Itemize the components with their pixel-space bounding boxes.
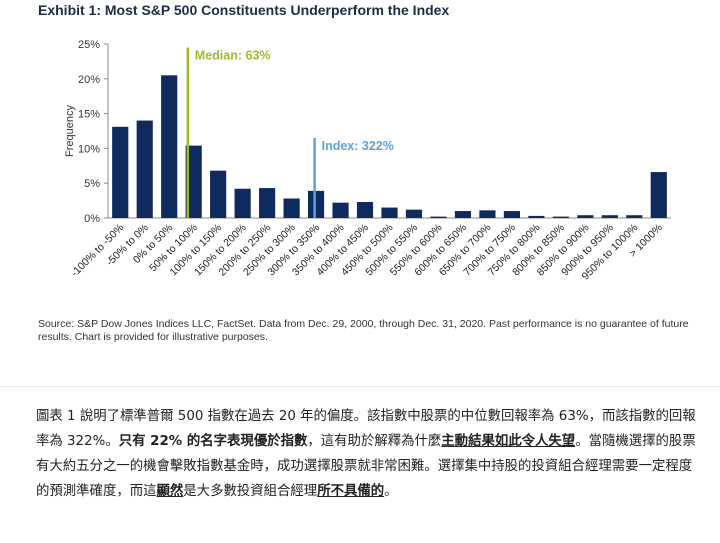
- bar: [601, 215, 618, 218]
- paragraph-emphasis-1: 只有 22% 的名字表現優於指數: [118, 434, 308, 449]
- bar: [307, 190, 325, 218]
- section-divider: [0, 386, 720, 387]
- paragraph-text-3: 。當隨機選擇的股票有大約五分之一的機會擊敗指數基金時，成功選擇股票就非常困難。選…: [36, 434, 696, 499]
- bar: [112, 126, 129, 218]
- paragraph-emphasis-2: 主動結果如此令人失望: [441, 434, 576, 449]
- annotation-label: Median: 63%: [195, 48, 271, 62]
- y-tick-label: 15%: [78, 109, 100, 121]
- bar: [381, 207, 398, 218]
- chart-title: Exhibit 1: Most S&P 500 Constituents Und…: [38, 2, 450, 18]
- bar: [136, 120, 153, 218]
- bar: [161, 75, 178, 218]
- paragraph-emphasis-4: 所不具備的: [317, 484, 385, 499]
- y-tick-label: 10%: [78, 143, 100, 155]
- exhibit-chart-panel: Exhibit 1: Most S&P 500 Constituents Und…: [16, 0, 706, 370]
- bar: [283, 198, 300, 218]
- bar: [503, 211, 520, 218]
- paragraph-text-1: 圖表 1 說明了標準普爾 500 指數在過去 20 年的偏度。該指數中股票的中位…: [36, 409, 696, 449]
- bar-chart: 0%5%10%15%20%25%Frequency-100% to -50%-5…: [64, 39, 671, 283]
- bar: [650, 172, 667, 218]
- bar: [234, 188, 251, 218]
- chart-source-note: Source: S&P Dow Jones Indices LLC, FactS…: [38, 318, 689, 343]
- bar: [528, 215, 545, 218]
- bar: [210, 170, 227, 218]
- paragraph-text-2: ，這有助於解釋為什麼: [307, 434, 442, 449]
- bar: [430, 216, 447, 218]
- bar: [479, 210, 496, 218]
- bar: [185, 145, 202, 218]
- bar: [626, 215, 643, 218]
- paragraph-text-5: 。: [384, 484, 398, 499]
- bar: [552, 216, 569, 218]
- y-tick-label: 25%: [78, 39, 100, 51]
- y-tick-label: 5%: [84, 178, 100, 190]
- commentary-paragraph: 圖表 1 說明了標準普爾 500 指數在過去 20 年的偏度。該指數中股票的中位…: [36, 404, 696, 504]
- y-tick-label: 0%: [84, 213, 100, 225]
- paragraph-emphasis-3: 顯然: [156, 484, 184, 499]
- bar: [405, 209, 423, 218]
- bar: [454, 211, 472, 218]
- y-tick-label: 20%: [78, 74, 100, 86]
- annotation-label: Index: 322%: [322, 139, 394, 153]
- bar: [577, 215, 594, 218]
- bar: [332, 202, 349, 218]
- paragraph-text-4: 是大多數投資組合經理: [183, 484, 318, 499]
- bar: [259, 188, 276, 218]
- bar: [356, 201, 374, 218]
- y-axis-title: Frequency: [64, 105, 76, 157]
